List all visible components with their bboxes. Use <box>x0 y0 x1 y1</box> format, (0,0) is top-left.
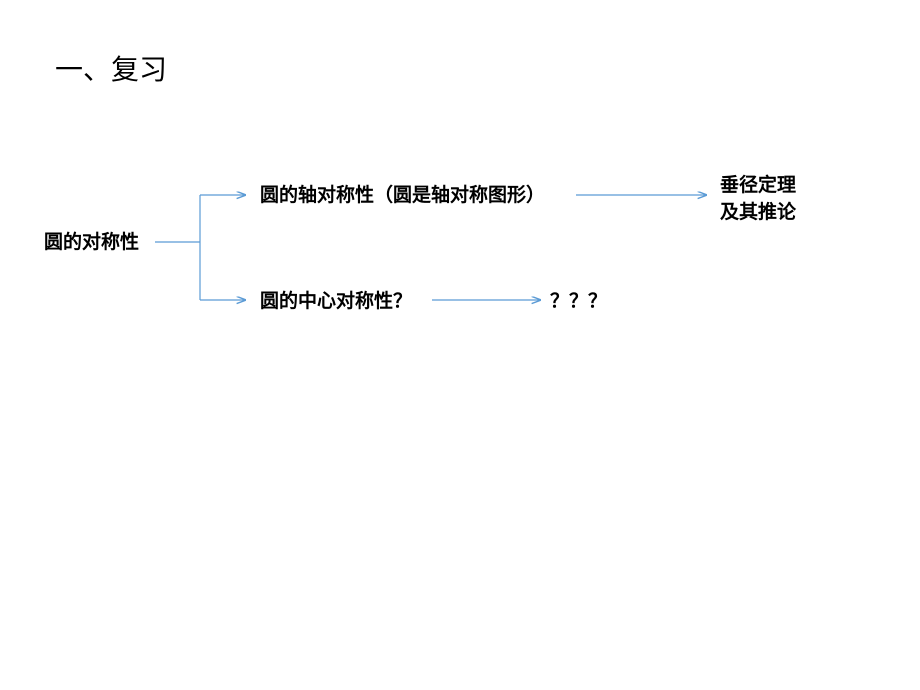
bracket-connector <box>155 195 200 300</box>
node-right1-line2: 及其推论 <box>720 200 796 227</box>
node-top: 圆的轴对称性（圆是轴对称图形） <box>260 183 545 210</box>
node-right1-line1: 垂径定理 <box>720 173 796 200</box>
node-right2: ？？？ <box>550 289 607 316</box>
node-bottom: 圆的中心对称性？ <box>260 289 412 316</box>
node-root: 圆的对称性 <box>44 230 139 257</box>
connectors-svg <box>0 0 920 690</box>
section-title: 一、复习 <box>55 48 167 88</box>
